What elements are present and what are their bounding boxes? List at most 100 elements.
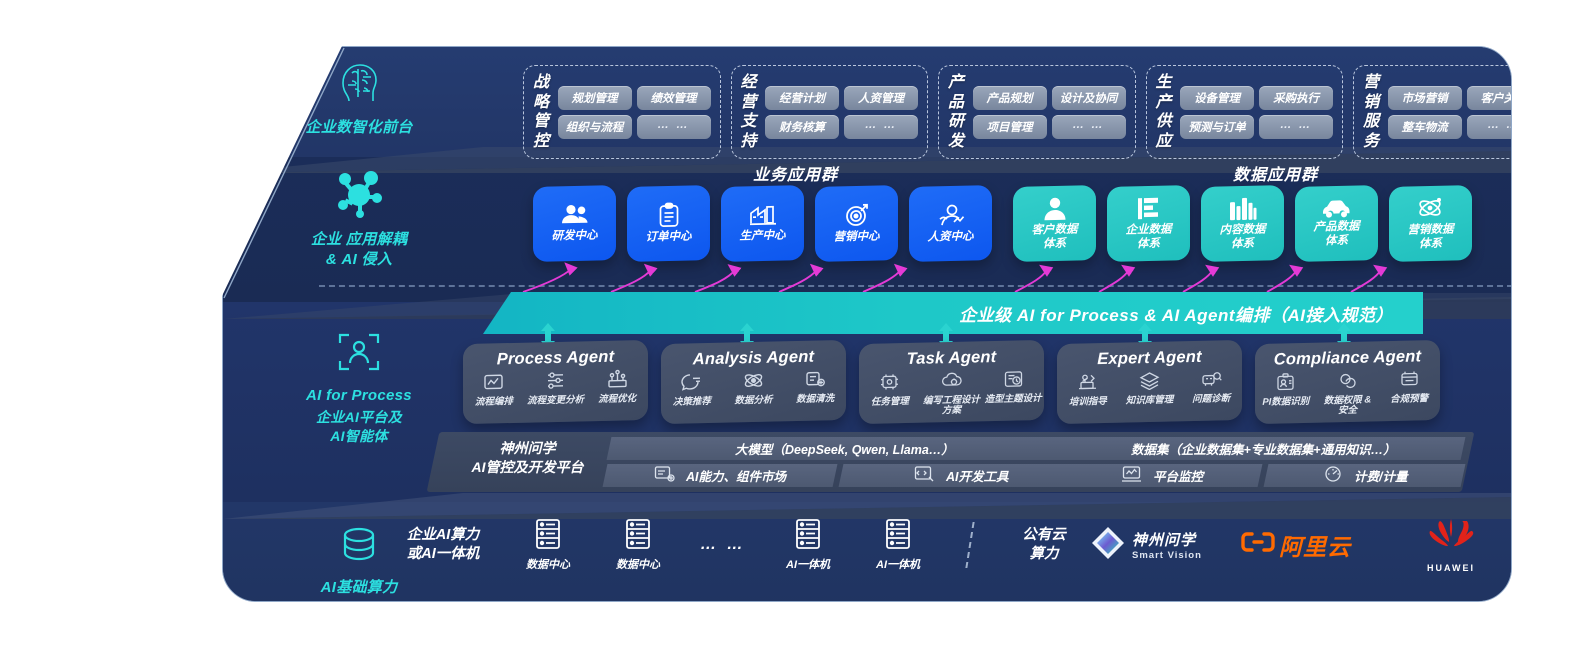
agent-card-process[interactable]: Process Agent 流程编排 流程变更分析 流程优化: [463, 339, 648, 425]
card-label: 订单中心: [645, 230, 692, 244]
group-product-rnd[interactable]: 产品 研发 产品规划 设计及协同 项目管理 … …: [938, 65, 1136, 160]
chip[interactable]: 设计及协同: [1051, 85, 1126, 110]
infra-label: 公有云 算力: [1022, 527, 1066, 562]
group-production-supply[interactable]: 生产 供应 设备管理 采购执行 预测与订单 … …: [1145, 65, 1344, 160]
chip[interactable]: 市场营销: [1387, 85, 1462, 110]
group-operations[interactable]: 经营 支持 经营计划 人资管理 财务核算 … …: [730, 65, 929, 160]
atom-icon: [1417, 195, 1444, 222]
alert-doc-icon: [1399, 369, 1420, 393]
chip[interactable]: 人资管理: [844, 85, 919, 110]
agent-feature[interactable]: 流程优化: [587, 369, 648, 406]
server-icon: [533, 518, 563, 555]
agent-card-analysis[interactable]: Analysis Agent 决策推荐 数据分析 数据清洗: [661, 339, 846, 425]
chip[interactable]: 客户关系: [1466, 85, 1511, 110]
infra-label: 数据中心: [616, 558, 660, 571]
shenzhou-wenxue-logo[interactable]: 神州问学 Smart Vision: [1091, 526, 1241, 565]
building-icon: [1136, 196, 1162, 222]
app-card-rnd-center[interactable]: 研发中心: [533, 185, 616, 262]
agent-feature[interactable]: 合规预警: [1379, 369, 1440, 416]
huawei-logo[interactable]: HUAWEI: [1391, 517, 1511, 573]
group-marketing-service[interactable]: 营销 服务 市场营销 客户关系 整车物流 … …: [1353, 65, 1511, 160]
card-label: 内容数据 体系: [1219, 223, 1266, 250]
atom-icon: [743, 371, 764, 395]
platform-dataset-row[interactable]: 数据集（企业数据集+专业数据集+通用知识…）: [1060, 437, 1466, 460]
data-card-customer[interactable]: 客户数据 体系: [1013, 185, 1096, 262]
cloud-gear-icon: [941, 371, 962, 395]
shield-perm-icon: [1337, 371, 1358, 395]
agent-feature[interactable]: 培训指导: [1057, 372, 1118, 409]
chip[interactable]: 产品规划: [972, 85, 1047, 110]
feature-label: 流程优化: [598, 393, 637, 406]
chip-more[interactable]: … …: [1466, 114, 1511, 139]
platform-label: 神州问学 AI管控及开发平台: [471, 440, 584, 475]
chip[interactable]: 整车物流: [1387, 114, 1462, 139]
infra-ai-appliance-1[interactable]: AI一体机: [763, 518, 853, 573]
factory-icon: [749, 203, 777, 228]
model-row-label: 大模型（DeepSeek, Qwen, Llama…）: [734, 443, 954, 457]
group-title: 战略 管控: [533, 74, 550, 150]
data-card-product[interactable]: 产品数据 体系: [1295, 185, 1378, 262]
app-card-hr-center[interactable]: 人资中心: [909, 185, 992, 262]
data-card-enterprise[interactable]: 企业数据 体系: [1107, 185, 1190, 262]
agent-card-expert[interactable]: Expert Agent 培训指导 知识库管理 问题诊断: [1057, 339, 1242, 425]
task-node-icon: [879, 372, 900, 396]
platform-tile-billing[interactable]: 计费/计量: [1263, 464, 1466, 487]
aliyun-logo[interactable]: 阿里云: [1241, 528, 1391, 562]
agent-feature[interactable]: 造型主题设计: [983, 369, 1044, 416]
agent-feature[interactable]: 流程变更分析: [525, 370, 586, 407]
agent-card-task[interactable]: Task Agent 任务管理 编写工程设计方案 造型主题设计: [859, 339, 1044, 425]
rail-decouple: 企业 应用解耦 & AI 侵入: [259, 169, 459, 271]
chip-more[interactable]: … …: [1259, 114, 1334, 139]
chip-more[interactable]: … …: [636, 114, 711, 139]
data-card-content[interactable]: 内容数据 体系: [1201, 185, 1284, 262]
infra-label: 企业AI算力 或AI一体机: [406, 527, 480, 562]
chip[interactable]: 经营计划: [765, 85, 840, 110]
settings-list-icon: [545, 371, 566, 395]
infra-datacenter-2[interactable]: 数据中心: [593, 518, 683, 573]
doc-check-icon: [1003, 369, 1024, 393]
platform-tile-market[interactable]: AI能力、组件市场: [602, 464, 838, 487]
agent-feature[interactable]: 决策推荐: [661, 372, 722, 409]
feature-label: PI数据识别: [1262, 395, 1310, 408]
agent-feature[interactable]: 数据权限 & 安全: [1317, 370, 1378, 417]
agent-feature[interactable]: 任务管理: [859, 372, 920, 419]
app-card-order-center[interactable]: 订单中心: [627, 185, 710, 262]
chip[interactable]: 绩效管理: [636, 85, 711, 110]
agent-feature[interactable]: 问题诊断: [1181, 369, 1242, 406]
platform-tile-monitor[interactable]: 平台监控: [1062, 464, 1263, 487]
app-card-production-center[interactable]: 生产中心: [721, 185, 804, 262]
optimize-icon: [607, 369, 628, 393]
infra-label: … …: [700, 536, 746, 553]
agent-feature[interactable]: 数据清洗: [785, 369, 846, 406]
user-avatar-icon: [1043, 196, 1067, 222]
chip[interactable]: 组织与流程: [557, 114, 632, 139]
chip[interactable]: 规划管理: [557, 85, 632, 110]
agent-card-compliance[interactable]: Compliance Agent PI数据识别 数据权限 & 安全 合规预: [1255, 339, 1440, 425]
data-card-marketing[interactable]: 营销数据 体系: [1389, 185, 1472, 262]
platform-tile-devtool[interactable]: AI开发工具: [838, 464, 1084, 487]
server-icon: [623, 518, 653, 555]
chip[interactable]: 预测与订单: [1180, 114, 1255, 139]
group-strategy[interactable]: 战略 管控 规划管理 绩效管理 组织与流程 … …: [523, 65, 721, 160]
app-card-marketing-center[interactable]: 营销中心: [815, 185, 898, 262]
agent-feature[interactable]: 流程编排: [463, 372, 524, 409]
chip-more[interactable]: … …: [844, 114, 919, 139]
agent-feature[interactable]: 编写工程设计方案: [921, 370, 982, 417]
agent-feature[interactable]: PI数据识别: [1255, 372, 1316, 419]
agent-feature[interactable]: 数据分析: [723, 370, 784, 407]
infra-datacenter-1[interactable]: 数据中心: [503, 518, 593, 573]
agent-feature[interactable]: 知识库管理: [1119, 370, 1180, 407]
chip[interactable]: 设备管理: [1180, 85, 1255, 110]
front-office-groups: 战略 管控 规划管理 绩效管理 组织与流程 … … 经营 支持 经营计划 人资管…: [523, 65, 1511, 160]
chip[interactable]: 项目管理: [972, 114, 1047, 139]
ai-person-scan-icon: [259, 329, 459, 380]
clean-data-icon: [805, 369, 826, 393]
infra-ai-appliance-2[interactable]: AI一体机: [853, 518, 943, 573]
group-title: 经营 支持: [740, 74, 758, 150]
chip-more[interactable]: … …: [1051, 114, 1126, 139]
feature-label: 数据权限 & 安全: [1323, 394, 1372, 417]
platform-model-row[interactable]: 大模型（DeepSeek, Qwen, Llama…）: [606, 437, 1082, 460]
agent-name: Expert Agent: [1097, 347, 1202, 369]
chip[interactable]: 采购执行: [1259, 85, 1334, 110]
chip[interactable]: 财务核算: [765, 114, 840, 139]
